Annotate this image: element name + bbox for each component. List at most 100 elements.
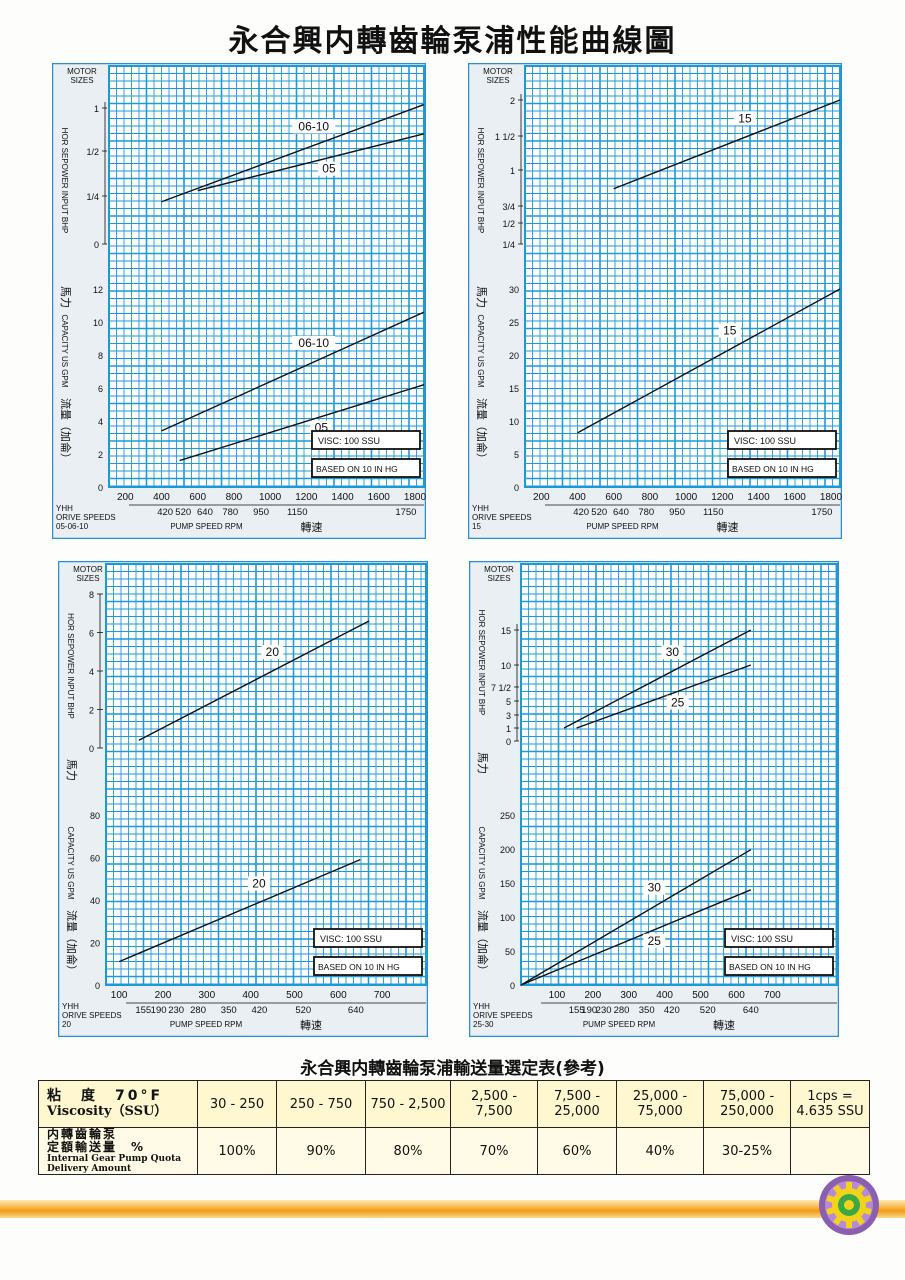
hp-tick-label: 0 [94,240,99,250]
drive-speed-tick: 350 [221,1005,237,1016]
series-label-bg [661,645,684,660]
viscosity-value: 7,500 - [553,1089,601,1104]
hp-tick-label: 3 [506,711,511,721]
model-label: 20 [62,1020,71,1029]
drive-speed-tick: 155 [569,1005,585,1016]
capacity-tick-label: 150 [500,879,515,889]
series-label-bg [292,335,336,350]
visc-note-box [311,430,421,450]
yhh-label: YHH [472,504,489,513]
capacity-tick-label: 200 [500,845,515,855]
visc-note: VISC: 100 SSU [734,436,796,446]
x-tick-label: 800 [642,492,659,503]
hp-tick-label: 2 [89,706,94,716]
series-label: 25 [671,695,685,709]
capacity-tick-label: 10 [93,318,103,328]
viscosity-value: 30 - 250 [209,1096,265,1112]
delivery-label-cn1: 内轉齒輪泵 [47,1127,118,1141]
x-tick-label: 600 [330,990,347,1001]
hp-tick-label: 1/2 [502,219,515,229]
delivery-cell: 80% [365,1127,451,1175]
viscosity-cell: 7,500 -25,000 [537,1080,617,1128]
capacity-tick-label: 20 [509,351,519,361]
yhh-label: YHH [56,504,73,513]
series-line-20 [138,620,370,741]
series-line-25 [576,664,752,729]
delivery-label-en1: Internal Gear Pump Quota [47,1154,182,1164]
drive-speed-tick: 950 [669,507,685,518]
hp-tick-label: 0 [506,737,511,747]
hp-axis-cn: 馬力 [476,752,489,774]
x-tick-label: 1000 [259,492,282,503]
capacity-tick-label: 0 [514,483,519,493]
drive-speed-tick: 520 [295,1005,311,1016]
based-note-box [727,458,837,478]
capacity-tick-label: 100 [500,913,515,923]
x-tick-label: 200 [584,990,601,1001]
hp-tick-label: 7 1/2 [491,683,511,693]
series-line-05 [197,133,425,192]
capacity-tick-label: 80 [90,811,100,821]
capacity-tick-label: 50 [505,947,515,957]
series-label: 30 [648,881,662,895]
capacity-tick-label: 4 [98,417,103,427]
hp-axis-cn: 馬力 [65,759,78,781]
visc-note-box [724,928,834,948]
delivery-label-en2: Delivery Amount [47,1164,132,1174]
series-label: 15 [738,111,752,125]
viscosity-value: 750 - 2,500 [370,1096,446,1112]
viscosity-cell: 250 - 750 [276,1080,366,1128]
delivery-cell: 40% [616,1127,704,1175]
capacity-tick-label: 0 [510,981,515,991]
drive-speed-tick: 780 [222,507,238,518]
delivery-cell: 60% [537,1127,617,1175]
pump-speed-label: PUMP SPEED RPM [586,522,659,531]
based-note: BASED ON 10 IN HG [729,962,811,972]
delivery-cell: 70% [450,1127,538,1175]
drive-speed-tick: 1750 [811,507,832,518]
x-tick-label: 300 [620,990,637,1001]
hp-tick-label: 6 [89,629,94,639]
drive-speeds-label: ORIVE SPEEDS [472,513,532,522]
capacity-tick-label: 60 [90,854,100,864]
delivery-cell: 90% [276,1127,366,1175]
delivery-cell: 100% [197,1127,277,1175]
x-tick-label: 600 [189,492,206,503]
delivery-label-cn2: 定額輸送量 % [47,1140,146,1154]
hp-axis-cn: 馬力 [59,286,72,308]
viscosity-value: 4.635 SSU [796,1104,864,1119]
speed-cn-label: 轉速 [717,521,739,534]
capacity-axis-cn: 流量（加侖） [475,398,489,464]
hp-tick-label: 5 [506,697,511,707]
drive-speed-tick: 640 [613,507,629,518]
series-label-bg [292,119,336,134]
capacity-axis-label: CAPACITY US GPM [477,826,486,899]
x-tick-label: 1800 [820,492,842,503]
viscosity-value: 1cps = [807,1089,853,1104]
drive-speed-tick: 780 [638,507,654,518]
based-note: BASED ON 10 IN HG [318,962,400,972]
series-label: 05 [322,162,336,176]
drive-speed-tick: 230 [596,1005,612,1016]
delivery-cell [790,1127,870,1175]
x-tick-label: 1600 [784,492,807,503]
visc-note: VISC: 100 SSU [731,934,793,944]
viscosity-value: 2,500 - [470,1089,518,1104]
motor-sizes-label: MOTOR [73,565,103,574]
chart-panel-15: MOTOR SIZES HOR SEPOWER INPUT BHP 馬力 CAPACIT… [468,63,842,539]
drive-speed-tick: 190 [151,1005,167,1016]
hp-axis-label: HOR SEPOWER INPUT BHP [476,128,485,234]
chart-panel-05-06-10: MOTOR SIZES HOR SEPOWER INPUT BHP 馬力 CAPACIT… [52,63,426,539]
speed-cn-label: 轉速 [713,1019,735,1032]
speed-cn-label: 轉速 [300,1019,322,1032]
x-tick-label: 600 [728,990,745,1001]
hp-tick-label: 8 [89,590,94,600]
pump-speed-label: PUMP SPEED RPM [170,522,243,531]
drive-speed-tick: 280 [190,1005,206,1016]
drive-speed-tick: 640 [197,507,213,518]
based-note-box [724,956,834,976]
hp-tick-label: 1/4 [86,192,99,202]
hp-axis-label: HOR SEPOWER INPUT BHP [60,128,69,234]
